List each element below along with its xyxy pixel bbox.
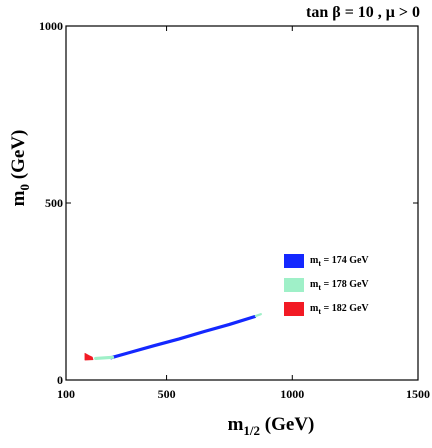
y-tick-label: 500 xyxy=(45,196,63,210)
x-axis-title-rest: (GeV) xyxy=(260,414,314,435)
y-axis-title-rest: (GeV) xyxy=(8,130,29,184)
x-tick-label: 500 xyxy=(158,387,176,401)
legend-label-1: mt = 178 GeV xyxy=(310,279,369,292)
series-band-tip-1 xyxy=(254,313,262,318)
x-tick-label: 1000 xyxy=(280,387,304,401)
series-band-1 xyxy=(94,355,115,360)
legend-swatch-1 xyxy=(284,278,304,292)
y-axis-title: m0 (GeV) xyxy=(8,130,32,207)
legend-swatch-0 xyxy=(284,254,304,268)
y-tick-label: 0 xyxy=(57,373,63,387)
chart-title: tan β = 10 , μ > 0 xyxy=(306,4,420,21)
y-tick-label: 1000 xyxy=(39,19,63,33)
legend-label-0: mt = 174 GeV xyxy=(310,255,369,268)
plot-frame xyxy=(65,25,419,381)
legend-label-2: mt = 182 GeV xyxy=(310,303,369,316)
series-region-2 xyxy=(84,352,94,361)
legend-swatch-2 xyxy=(284,302,304,316)
x-tick-label: 1500 xyxy=(406,387,430,401)
x-axis-title-main: m xyxy=(228,414,244,435)
x-axis-title-sub: 1/2 xyxy=(243,423,260,438)
x-tick-label: 100 xyxy=(57,387,75,401)
x-axis-title: m1/2 (GeV) xyxy=(228,414,315,438)
y-axis-title-main: m xyxy=(8,190,29,206)
legend: mt = 174 GeV mt = 178 GeV mt = 182 GeV xyxy=(284,254,369,316)
series-band-0 xyxy=(109,315,257,360)
y-axis-title-sub: 0 xyxy=(17,184,32,191)
